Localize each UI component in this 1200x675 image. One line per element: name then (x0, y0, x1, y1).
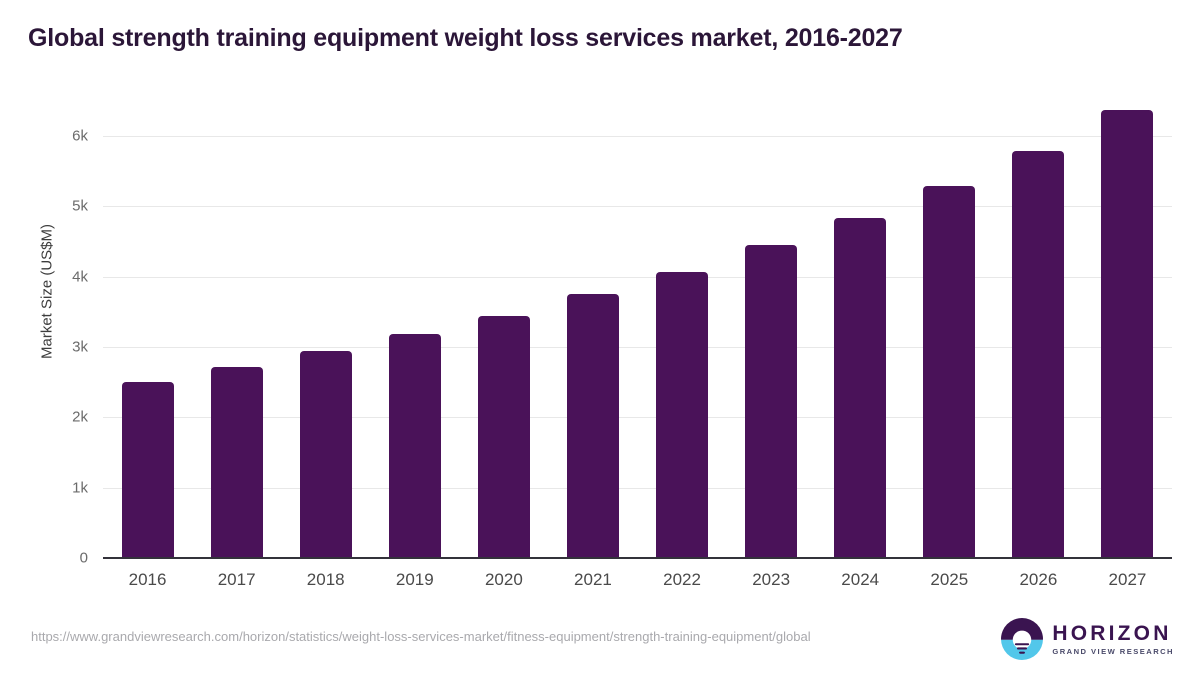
bar[interactable] (121, 382, 174, 558)
gridline (103, 347, 1172, 348)
x-axis-tick-label: 2019 (395, 570, 434, 589)
horizon-logo-icon (1001, 618, 1044, 660)
gridline (103, 136, 1172, 137)
bar[interactable] (210, 367, 263, 558)
x-axis-tick-label: 2018 (306, 570, 345, 589)
y-axis-tick-label: 0 (79, 549, 88, 567)
bar[interactable] (834, 218, 887, 558)
bar[interactable] (566, 293, 619, 558)
horizon-logo-text: HORIZON GRAND VIEW RESEARCH (1052, 623, 1174, 656)
page-title: Global strength training equipment weigh… (28, 24, 903, 52)
gridline (103, 417, 1172, 419)
gridline (103, 487, 1172, 489)
bar[interactable] (745, 245, 798, 558)
y-axis-tick-label: 3k (72, 338, 88, 356)
gridline (103, 206, 1172, 208)
x-axis-tick-label: 2022 (663, 570, 701, 589)
logo-wordmark: HORIZON (1052, 621, 1172, 645)
bar[interactable] (656, 272, 709, 558)
bar[interactable] (477, 316, 530, 558)
x-axis-tick-label: 2024 (841, 570, 880, 589)
x-axis-tick-label: 2021 (574, 570, 612, 589)
x-axis-line (103, 557, 1172, 559)
bar[interactable] (1012, 150, 1065, 558)
bar[interactable] (299, 351, 352, 558)
y-axis-tick-label: 2k (72, 408, 88, 426)
logo-tagline: GRAND VIEW RESEARCH (1052, 646, 1174, 656)
x-axis-tick-label: 2023 (752, 570, 791, 589)
x-axis-tick-label: 2027 (1108, 570, 1147, 589)
y-axis-tick-label: 6k (72, 127, 88, 145)
source-url[interactable]: https://www.grandviewresearch.com/horizo… (31, 629, 811, 644)
y-axis-title: Market Size (US$M) (38, 223, 56, 360)
y-axis-tick-label: 4k (72, 268, 88, 286)
bar[interactable] (923, 186, 976, 558)
x-axis-tick-label: 2017 (217, 570, 256, 589)
bar[interactable] (388, 333, 441, 558)
horizon-logo: HORIZON GRAND VIEW RESEARCH (1001, 618, 1174, 660)
gridline (103, 276, 1172, 278)
y-axis-tick-label: 5k (72, 197, 88, 215)
x-axis-tick-label: 2020 (484, 570, 523, 589)
x-axis-tick-label: 2016 (128, 570, 167, 589)
x-axis-tick-label: 2025 (930, 570, 969, 589)
y-axis-tick-label: 1k (72, 479, 88, 497)
x-axis-tick-label: 2026 (1019, 570, 1058, 589)
bar[interactable] (1101, 110, 1154, 558)
